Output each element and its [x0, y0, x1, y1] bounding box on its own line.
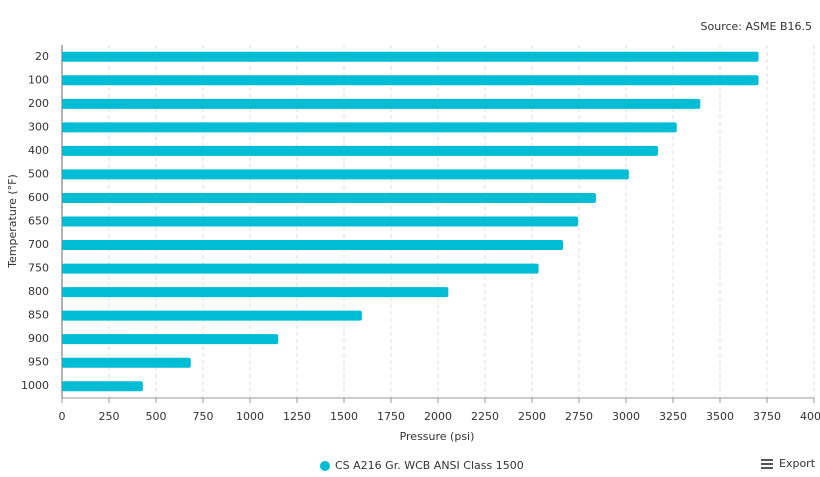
y-axis-label: Temperature (°F)	[6, 174, 19, 269]
bar	[62, 240, 564, 251]
bar	[62, 192, 596, 203]
export-button[interactable]: Export	[761, 457, 816, 470]
bar	[62, 381, 143, 392]
y-tick-label: 800	[28, 285, 49, 298]
x-tick-label: 0	[59, 410, 66, 423]
y-tick-label: 300	[28, 120, 49, 133]
export-icon	[761, 463, 773, 465]
x-tick-label: 750	[193, 410, 214, 423]
export-label: Export	[779, 457, 816, 470]
bar	[62, 216, 579, 227]
legend-label: CS A216 Gr. WCB ANSI Class 1500	[335, 459, 524, 472]
y-tick-label: 850	[28, 309, 49, 322]
x-tick-label: 3500	[706, 410, 734, 423]
export-icon	[761, 467, 773, 469]
x-tick-label: 2000	[424, 410, 452, 423]
x-tick-label: 2500	[518, 410, 546, 423]
y-tick-label: 500	[28, 167, 49, 180]
y-tick-label: 700	[28, 238, 49, 251]
source: Source: ASME B16.5	[701, 20, 812, 33]
x-tick-label: 3750	[753, 410, 781, 423]
y-tick-label: 600	[28, 191, 49, 204]
bar	[62, 98, 701, 109]
x-tick-label: 1500	[330, 410, 358, 423]
x-tick-label: 1000	[236, 410, 264, 423]
bar	[62, 310, 362, 321]
bar	[62, 169, 629, 180]
x-tick-label: 1250	[283, 410, 311, 423]
y-tick-label: 400	[28, 144, 49, 157]
x-tick-label: 3250	[659, 410, 687, 423]
x-axis-label: Pressure (psi)	[400, 430, 475, 443]
x-tick-label: 3000	[612, 410, 640, 423]
y-tick-label: 200	[28, 97, 49, 110]
x-tick-label: 250	[99, 410, 120, 423]
bar	[62, 357, 191, 368]
x-tick-label: 2250	[471, 410, 499, 423]
y-tick-label: 900	[28, 332, 49, 345]
y-tick-label: 1000	[21, 379, 49, 392]
bar	[62, 287, 449, 298]
x-tick-label: 4000	[800, 410, 820, 423]
y-tick-label: 950	[28, 356, 49, 369]
bar	[62, 334, 279, 345]
bar	[62, 122, 677, 133]
bar	[62, 145, 658, 156]
x-tick-label: 1750	[377, 410, 405, 423]
legend-marker	[320, 461, 330, 471]
x-tick-label: 2750	[565, 410, 593, 423]
y-tick-label: 100	[28, 73, 49, 86]
y-tick-label: 750	[28, 262, 49, 275]
y-tick-label: 20	[35, 50, 49, 63]
x-tick-label: 500	[146, 410, 167, 423]
bar	[62, 263, 539, 274]
bar	[62, 75, 759, 86]
export-icon	[761, 459, 773, 461]
bar	[62, 51, 759, 62]
y-tick-label: 650	[28, 215, 49, 228]
